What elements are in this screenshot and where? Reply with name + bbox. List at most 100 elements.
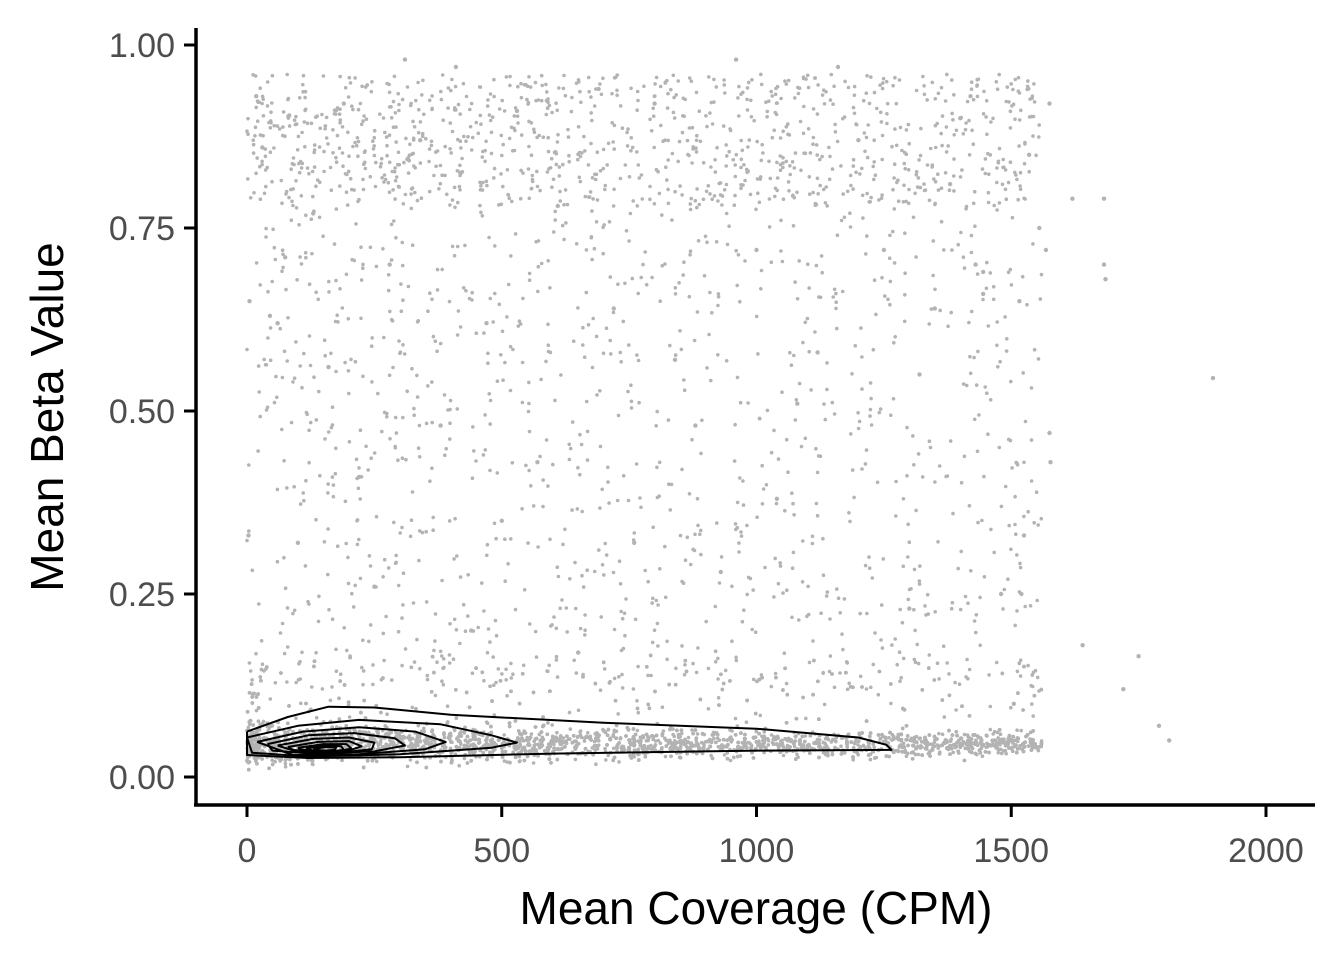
data-point [633, 732, 638, 737]
data-point [826, 753, 830, 758]
data-point [905, 734, 910, 738]
data-point [367, 743, 371, 748]
data-point [710, 756, 715, 761]
data-point [824, 744, 829, 748]
data-point [647, 706, 652, 711]
data-point [779, 739, 783, 744]
data-point [990, 738, 994, 743]
data-point [744, 720, 749, 724]
data-point [531, 761, 536, 765]
data-point [1015, 739, 1020, 743]
data-point [1006, 739, 1011, 744]
data-point [550, 723, 554, 727]
data-point [988, 727, 993, 732]
data-point [976, 734, 980, 738]
data-point [664, 738, 668, 743]
data-point [254, 708, 259, 713]
data-point [518, 732, 522, 736]
data-point [531, 690, 536, 695]
data-point [761, 744, 766, 749]
data-point [739, 731, 743, 735]
data-point [294, 716, 298, 721]
data-point [445, 720, 450, 724]
data-point [950, 733, 955, 737]
data-point [312, 659, 317, 663]
data-point [974, 741, 978, 746]
data-point [1000, 671, 1005, 676]
data-point [818, 744, 822, 749]
data-point [620, 686, 625, 690]
data-point [794, 716, 799, 721]
data-point [877, 669, 882, 674]
data-point [876, 692, 881, 697]
data-point [277, 726, 281, 730]
data-point [864, 719, 869, 723]
data-point [793, 734, 798, 739]
data-point [754, 729, 759, 734]
data-point [891, 734, 896, 739]
data-point [432, 739, 437, 743]
data-point [374, 759, 379, 764]
data-point [363, 716, 368, 720]
data-point [762, 740, 767, 744]
data-point [937, 731, 941, 736]
data-point [555, 730, 559, 735]
data-point [247, 722, 252, 726]
data-point [513, 755, 518, 760]
data-point [283, 765, 288, 769]
data-point [619, 745, 624, 750]
data-point [447, 734, 452, 738]
data-point [646, 702, 650, 707]
data-point [471, 742, 476, 747]
data-point [576, 708, 581, 713]
data-point [462, 731, 467, 735]
data-point [1007, 733, 1012, 738]
data-point [502, 759, 507, 763]
data-point [1015, 750, 1019, 755]
data-point [660, 705, 665, 709]
data-point [745, 698, 749, 703]
data-point [648, 653, 653, 658]
data-point [916, 661, 921, 666]
data-point [684, 669, 689, 674]
data-point [686, 735, 691, 740]
data-point [996, 736, 1000, 740]
data-point [671, 732, 675, 737]
data-point [296, 762, 300, 766]
data-point [730, 738, 734, 742]
data-point [910, 750, 914, 755]
data-point [385, 712, 389, 716]
data-point [756, 743, 760, 748]
data-point [654, 733, 659, 738]
data-point [465, 761, 470, 765]
data-point [512, 746, 517, 750]
data-point [803, 734, 808, 738]
data-point [963, 746, 968, 750]
data-point [340, 758, 344, 763]
data-point [817, 717, 821, 721]
data-point [439, 759, 443, 764]
data-point [751, 756, 756, 760]
data-point [409, 665, 414, 670]
data-point [1029, 748, 1034, 752]
data-point [1028, 740, 1033, 745]
data-point [442, 735, 447, 740]
data-point [523, 748, 527, 753]
data-point [1021, 708, 1025, 712]
data-point [904, 724, 909, 728]
data-point [912, 738, 917, 743]
data-point [433, 693, 438, 698]
data-point [1015, 728, 1019, 732]
data-point [574, 743, 579, 747]
data-point [649, 747, 653, 751]
data-point [733, 733, 738, 737]
data-point [987, 673, 991, 677]
data-point [449, 760, 454, 765]
data-point [635, 699, 639, 703]
data-point [606, 727, 611, 732]
data-point [887, 736, 891, 740]
data-point [656, 738, 661, 743]
data-point [612, 676, 617, 681]
data-point [695, 751, 699, 756]
data-point [691, 731, 695, 736]
